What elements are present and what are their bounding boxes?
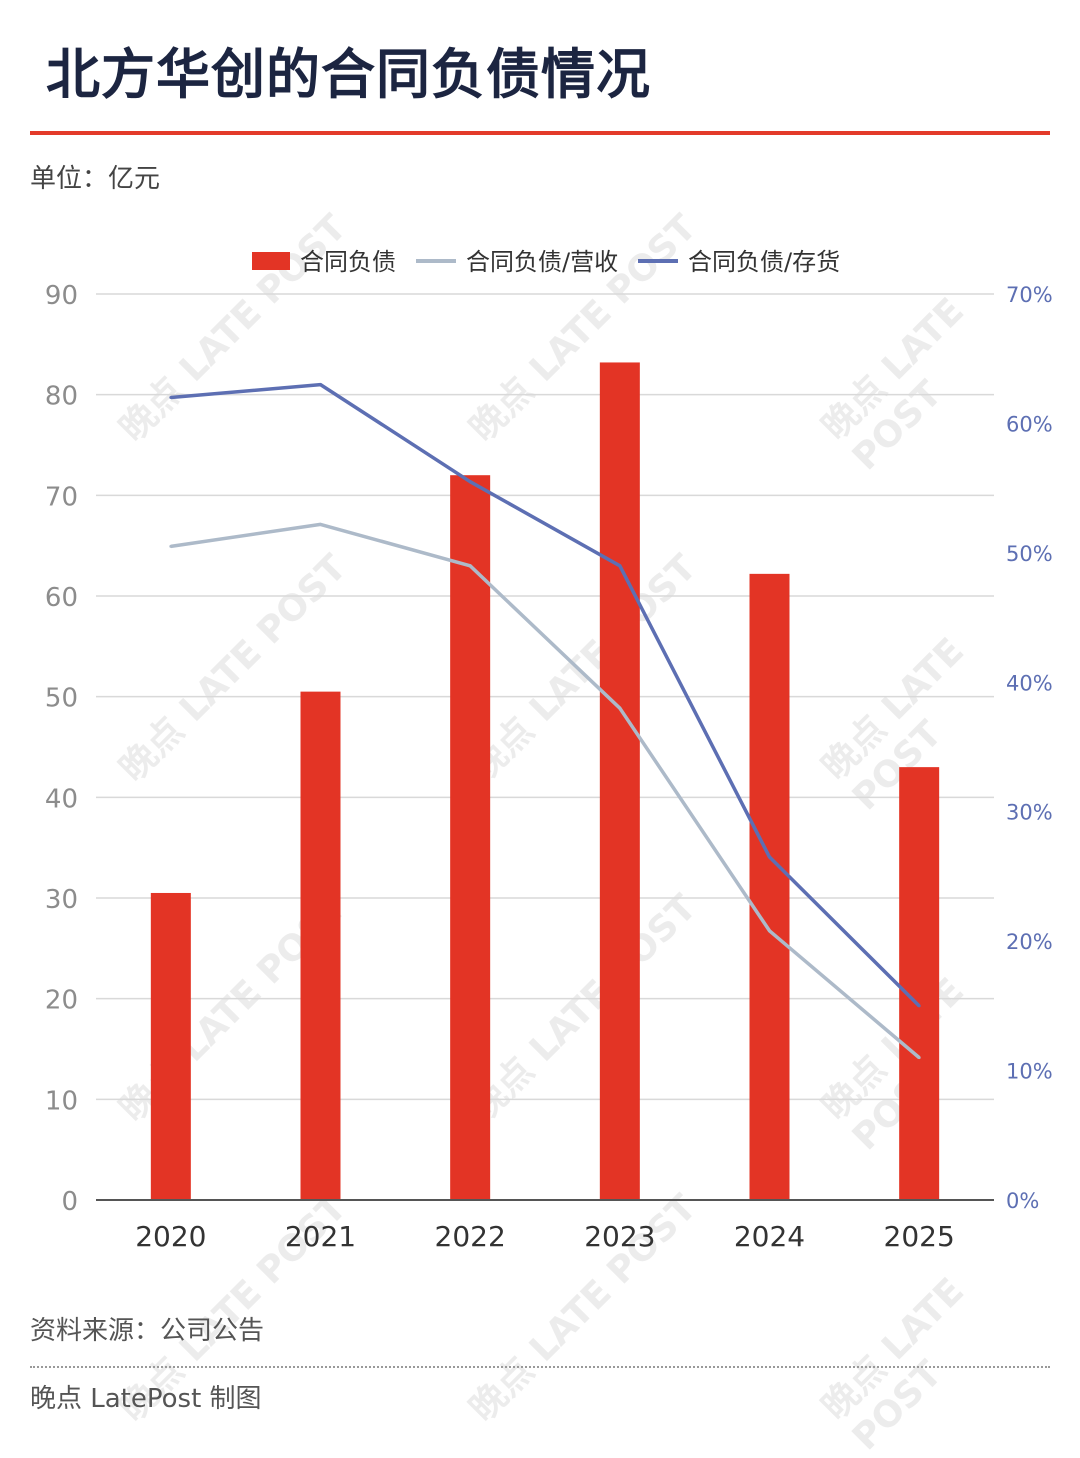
- point-2025: [917, 1056, 921, 1060]
- right-axis: 0% 10% 20% 30% 40% 50% 60% 70%: [1006, 283, 1053, 1213]
- y2-tick-label: 10%: [1006, 1060, 1053, 1084]
- x-tick-label: 2020: [135, 1220, 206, 1253]
- contract-liability-chart: 0 10 20 30 40 50 60 70 80 90 0% 10% 20% 30% 40% 50% 60%…: [45, 248, 1053, 1253]
- legend-label: 合同负债/营收: [466, 248, 618, 276]
- x-tick-label: 2022: [435, 1220, 506, 1253]
- bar-series: [150, 362, 940, 1200]
- y-tick-label: 60: [45, 583, 78, 613]
- bar-2021: [300, 691, 341, 1200]
- y2-tick-label: 70%: [1006, 283, 1053, 307]
- x-axis: 2020 2021 2022 2023 2024 2025: [96, 1199, 994, 1253]
- point-2025: [917, 1004, 921, 1008]
- y2-tick-label: 0%: [1006, 1189, 1039, 1213]
- x-tick-label: 2023: [584, 1220, 655, 1253]
- point-2022: [468, 480, 472, 484]
- legend-swatch-bar: [252, 252, 290, 270]
- y2-tick-label: 60%: [1006, 412, 1053, 436]
- unit-label: 单位：亿元: [30, 164, 161, 194]
- legend-label: 合同负债: [300, 248, 396, 276]
- x-tick-label: 2024: [734, 1220, 805, 1253]
- y-tick-label: 80: [45, 382, 78, 412]
- y2-tick-label: 20%: [1006, 930, 1053, 954]
- point-2023: [618, 706, 622, 710]
- source-note: 资料来源：公司公告: [30, 1316, 265, 1346]
- y-tick-label: 90: [45, 281, 78, 311]
- y-tick-label: 20: [45, 986, 78, 1016]
- footer-divider: [30, 1366, 1050, 1368]
- point-2023: [618, 564, 622, 568]
- y-tick-label: 10: [45, 1086, 78, 1116]
- x-tick-label: 2021: [285, 1220, 356, 1253]
- y-tick-label: 40: [45, 784, 78, 814]
- point-2024: [768, 929, 771, 933]
- y-tick-label: 70: [45, 482, 78, 512]
- bar-2020: [150, 892, 191, 1200]
- point-2024: [768, 855, 771, 859]
- line-inventory-ratio: [170, 382, 921, 1008]
- y-tick-label: 50: [45, 684, 78, 714]
- legend: 合同负债 合同负债/营收 合同负债/存货: [252, 248, 840, 276]
- point-2020: [169, 396, 173, 400]
- y-tick-label: 0: [61, 1187, 78, 1217]
- point-2021: [319, 383, 322, 387]
- point-2021: [319, 522, 322, 526]
- line-series: [169, 382, 921, 1060]
- y2-tick-label: 30%: [1006, 801, 1053, 825]
- bar-2024: [749, 573, 790, 1200]
- legend-label: 合同负债/存货: [688, 248, 840, 276]
- bar-2025: [899, 767, 940, 1200]
- line-revenue-ratio: [170, 522, 921, 1059]
- y-tick-label: 30: [45, 885, 78, 915]
- y2-tick-label: 50%: [1006, 542, 1053, 566]
- bar-2022: [450, 475, 491, 1200]
- point-2022: [468, 564, 472, 568]
- page-title: 北方华创的合同负债情况: [46, 43, 651, 106]
- bar-2023: [599, 362, 640, 1200]
- point-2020: [169, 544, 173, 548]
- y2-tick-label: 40%: [1006, 671, 1053, 695]
- left-axis: 0 10 20 30 40 50 60 70 80 90: [45, 281, 78, 1217]
- credit-note: 晚点 LatePost 制图: [30, 1384, 262, 1414]
- title-divider: [30, 131, 1050, 135]
- x-tick-label: 2025: [884, 1220, 955, 1253]
- grid-lines: [96, 293, 994, 1101]
